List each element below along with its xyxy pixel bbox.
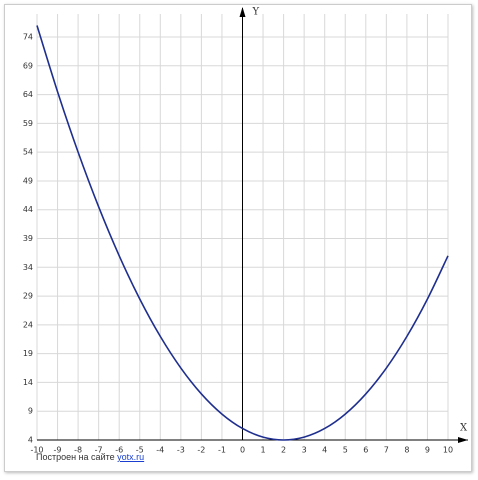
x-tick-label: -7 [95,446,103,455]
x-tick-label: 3 [302,446,307,455]
x-tick-label: -10 [30,446,43,455]
y-tick-label: 29 [23,292,33,301]
x-axis-label: X [460,423,468,434]
x-tick-label: 4 [322,446,327,455]
x-tick-label: 10 [443,446,453,455]
y-tick-label: 39 [23,234,33,243]
y-tick-label: 19 [23,349,33,358]
x-tick-label: 6 [363,446,368,455]
y-tick-label: 14 [23,378,33,387]
footer-link[interactable]: yotx.ru [117,452,145,462]
y-tick-label: 44 [23,205,33,214]
y-axis-arrow [239,7,246,17]
footer: Построен на сайте yotx.ru [36,452,144,462]
x-tick-label: 0 [240,446,245,455]
x-tick-label: -6 [115,446,123,455]
x-tick-label: -4 [156,446,164,455]
x-tick-label: -2 [197,446,205,455]
footer-text: Построен на сайте [36,452,115,462]
y-tick-label: 74 [23,33,33,42]
y-tick-label: 34 [23,263,33,272]
y-axis-label: Y [252,7,260,18]
x-tick-label: -3 [177,446,185,455]
x-axis-arrow [458,437,468,443]
x-tick-label: 7 [384,446,389,455]
curve [36,25,449,441]
y-tick-label: 59 [23,119,33,128]
frame [4,4,472,472]
y-tick-label: 64 [23,90,33,99]
x-tick-label: -8 [74,446,82,455]
x-tick-label: 9 [425,446,430,455]
y-tick-label: 4 [28,436,33,445]
x-tick-label: 5 [343,446,348,455]
x-tick-label: 2 [281,446,286,455]
y-tick-label: 69 [23,61,33,70]
x-tick-label: 1 [261,446,266,455]
y-tick-label: 24 [23,320,33,329]
x-tick-label: -1 [218,446,226,455]
x-tick-label: 8 [404,446,409,455]
y-tick-label: 54 [23,148,33,157]
y-tick-label: 9 [28,407,33,416]
x-tick-label: -9 [54,446,62,455]
x-tick-label: -5 [136,446,144,455]
y-tick-label: 49 [23,176,33,185]
